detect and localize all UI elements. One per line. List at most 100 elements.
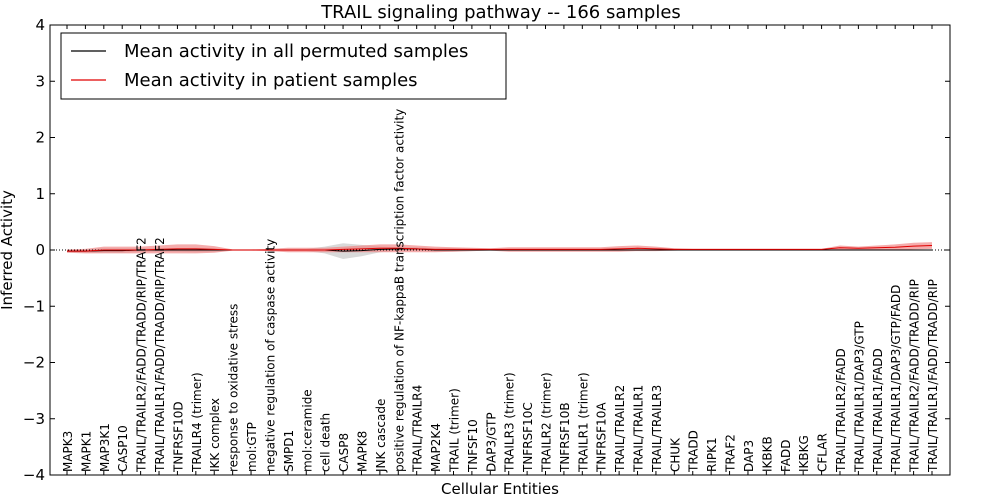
point-series-2 <box>691 248 694 251</box>
x-tick-label: DAP3/GTP <box>484 412 498 472</box>
x-tick-label: DAP3 <box>742 440 756 472</box>
x-tick-label: TRAIL/TRAILR2/FADD/TRADD/RIP/TRAF2 <box>135 237 149 473</box>
point-series-2 <box>286 249 289 252</box>
point-series-2 <box>912 245 915 248</box>
y-tick-label: 2 <box>35 129 45 147</box>
x-tick-label: TRAILR3 (trimer) <box>503 372 517 473</box>
point-series-2 <box>66 250 69 253</box>
x-tick-label: TRAIL/TRAILR2/FADD <box>834 348 848 473</box>
y-tick-label: 4 <box>35 16 45 34</box>
y-tick-label: 1 <box>35 185 45 203</box>
point-series-2 <box>470 248 473 251</box>
point-series-2 <box>360 247 363 250</box>
point-series-2 <box>342 248 345 251</box>
point-series-2 <box>894 246 897 249</box>
x-tick-label: FADD <box>779 440 793 473</box>
x-tick-label: CFLAR <box>816 433 830 472</box>
x-tick-label: TRADD <box>687 430 701 473</box>
x-tick-label: SMPD1 <box>282 430 296 472</box>
point-series-2 <box>728 248 731 251</box>
y-axis-label: Inferred Activity <box>0 190 16 310</box>
point-series-1 <box>931 249 934 252</box>
y-tick-label: 3 <box>35 72 45 90</box>
point-series-2 <box>599 248 602 251</box>
point-series-2 <box>783 248 786 251</box>
x-tick-label: IKK complex <box>208 398 222 472</box>
x-tick-label: TRAIL/TRAILR1/FADD/TRADD/RIP <box>926 279 940 473</box>
legend-label-2: Mean activity in patient samples <box>124 70 418 91</box>
point-series-2 <box>489 248 492 251</box>
point-series-2 <box>654 247 657 250</box>
x-tick-label: MAPK1 <box>79 431 93 472</box>
point-series-2 <box>857 247 860 250</box>
point-series-1 <box>894 249 897 252</box>
legend-box <box>60 32 507 100</box>
x-tick-label: TRAILR4 (trimer) <box>190 372 204 473</box>
point-series-2 <box>231 249 234 252</box>
x-tick-label: CASP10 <box>116 425 130 472</box>
point-series-2 <box>820 248 823 251</box>
point-series-2 <box>121 249 124 252</box>
point-series-2 <box>452 248 455 251</box>
point-series-2 <box>176 247 179 250</box>
x-tick-label: MAPK3 <box>61 431 75 472</box>
point-series-2 <box>931 244 934 247</box>
point-series-2 <box>507 248 510 251</box>
y-tick-label: −3 <box>23 410 45 428</box>
x-tick-label: MAP2K4 <box>429 423 443 472</box>
point-series-2 <box>378 247 381 250</box>
point-series-2 <box>673 248 676 251</box>
x-tick-label: JNK cascade <box>374 399 388 473</box>
point-series-2 <box>581 248 584 251</box>
x-tick-label: MAP3K1 <box>98 423 112 472</box>
point-series-2 <box>526 248 529 251</box>
x-tick-label: TRAIL/TRAILR1/DAP3/GTP <box>852 321 866 473</box>
x-tick-label: TRAIL/TRAILR1/DAP3/GTP/FADD <box>889 285 903 473</box>
point-series-2 <box>802 248 805 251</box>
y-tick-label: 0 <box>35 241 45 259</box>
point-series-2 <box>710 248 713 251</box>
line-series-1 <box>67 248 932 252</box>
point-series-2 <box>213 248 216 251</box>
y-tick-label: −4 <box>23 466 45 484</box>
band-series-2 <box>67 242 932 254</box>
x-tick-label: positive regulation of NF-kappaB transcr… <box>392 109 406 472</box>
chart-title: TRAIL signaling pathway -- 166 samples <box>320 2 681 23</box>
x-tick-label: IKBKB <box>760 436 774 472</box>
x-tick-label: TNFSF10 <box>466 419 480 473</box>
line-series-2 <box>67 245 933 252</box>
point-series-2 <box>415 247 418 250</box>
point-series-2 <box>84 250 87 253</box>
point-series-2 <box>250 249 253 252</box>
plot-frame <box>49 24 951 476</box>
x-tick-label: TRAIL/TRAILR1/FADD <box>871 348 885 473</box>
x-tick-label: CASP8 <box>337 433 351 472</box>
x-tick-label: TRAILR1 (trimer) <box>576 372 590 473</box>
y-tick-label: −2 <box>23 354 45 372</box>
point-series-2 <box>618 247 621 250</box>
point-series-2 <box>765 248 768 251</box>
x-tick-label: TNFRSF10B <box>558 402 572 473</box>
x-axis-label: Cellular Entities <box>441 480 559 498</box>
point-series-2 <box>636 247 639 250</box>
y-tick-label: −1 <box>23 297 45 315</box>
legend-label-1: Mean activity in all permuted samples <box>124 41 468 62</box>
x-tick-label: mol:GTP <box>245 422 259 472</box>
x-tick-label: TRAIL/TRAILR1 <box>632 385 646 473</box>
x-tick-label: TRAIL (trimer) <box>447 388 461 473</box>
x-tick-label: cell death <box>319 413 333 472</box>
point-series-2 <box>434 248 437 251</box>
x-tick-label: TRAIL/TRAILR2/FADD/TRADD/RIP <box>908 279 922 473</box>
x-tick-label: TRAIL/TRAILR4 <box>411 385 425 473</box>
point-series-2 <box>194 247 197 250</box>
point-series-2 <box>305 249 308 252</box>
point-series-2 <box>544 248 547 251</box>
x-tick-label: TRAILR2 (trimer) <box>540 372 554 473</box>
point-series-2 <box>562 248 565 251</box>
x-tick-label: IKBKG <box>797 435 811 472</box>
x-tick-label: negative regulation of caspase activity <box>263 239 277 472</box>
x-tick-label: mol:ceramide <box>300 389 314 472</box>
x-tick-label: TRAF2 <box>724 434 738 473</box>
x-tick-label: response to oxidative stress <box>227 304 241 472</box>
